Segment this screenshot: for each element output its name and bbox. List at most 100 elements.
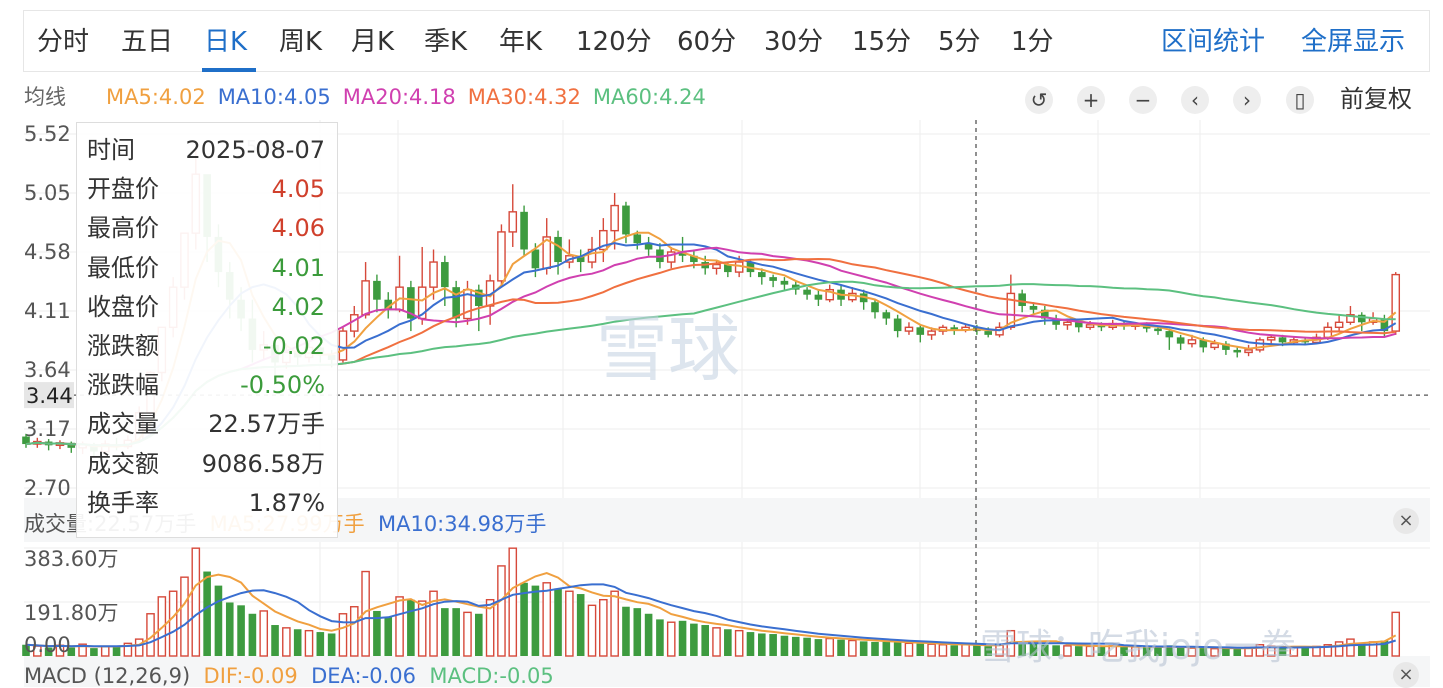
tab-0[interactable]: 分时	[37, 27, 90, 57]
close-macd-icon[interactable]: ×	[1393, 662, 1419, 688]
tooltip-value: 4.05	[271, 175, 325, 204]
tooltip-key: 最高价	[87, 214, 159, 243]
volume-bar	[1154, 647, 1162, 656]
candle-body	[429, 261, 438, 288]
tab-4[interactable]: 月K	[351, 27, 395, 57]
volume-bar	[1199, 647, 1208, 656]
scroll-left-icon[interactable]: ‹	[1181, 86, 1209, 114]
volume-bar	[1063, 645, 1072, 657]
candle-body	[1278, 337, 1287, 343]
candle-body	[656, 249, 664, 263]
candle-body	[1165, 331, 1174, 338]
candle-body	[916, 327, 925, 335]
volume-bar	[938, 644, 948, 657]
volume-bar	[417, 600, 427, 657]
candle-body	[690, 255, 698, 263]
candle-body	[803, 289, 811, 295]
volume-bar	[316, 632, 325, 656]
zoom-in-icon[interactable]: +	[1077, 86, 1105, 114]
candle-body	[1255, 339, 1265, 351]
volume-bar	[214, 585, 223, 656]
tooltip-value: -0.50%	[240, 371, 325, 400]
range-stats-button[interactable]: 区间统计	[1161, 27, 1266, 57]
volume-bar	[1222, 648, 1230, 656]
scroll-right-icon[interactable]: ›	[1233, 86, 1261, 114]
tab-11[interactable]: 5分	[938, 27, 981, 57]
candle-body	[814, 294, 823, 300]
volume-bar	[859, 641, 868, 656]
candle-style-icon[interactable]: ▯	[1286, 86, 1314, 114]
tooltip-value: 4.02	[271, 292, 325, 321]
volume-bar	[1380, 640, 1389, 656]
close-volume-icon[interactable]: ×	[1393, 508, 1419, 534]
watermark-main: 雪球	[596, 307, 741, 391]
volume-bar	[497, 565, 506, 657]
candle-body	[1176, 337, 1185, 344]
volume-bar	[1357, 643, 1366, 656]
volume-bar	[599, 598, 608, 657]
tooltip-row: 涨跌额 -0.02	[87, 329, 325, 363]
tooltip-value: -0.02	[262, 332, 325, 360]
volume-bar	[814, 639, 823, 656]
candle-body	[22, 436, 30, 445]
tooltip-key: 成交量	[87, 410, 159, 439]
tooltip-row: 成交量 22.57万手	[87, 407, 325, 441]
volume-bar	[282, 627, 291, 657]
candle-body	[724, 264, 732, 273]
volume-tick-label: 383.60万	[24, 547, 118, 571]
adjust-mode-select[interactable]: 前复权	[1340, 85, 1412, 113]
volume-bar	[587, 604, 597, 657]
ma-legend-item-4: MA60:4.24	[592, 85, 706, 109]
volume-bar	[1255, 644, 1265, 657]
candle-body	[338, 330, 348, 361]
candle-body	[1391, 273, 1401, 332]
tooltip-key: 换手率	[87, 488, 159, 517]
volume-bar	[769, 634, 777, 656]
macd-legend-label: MACD (12,26,9)	[24, 664, 191, 688]
candle-body	[599, 229, 608, 251]
tab-6[interactable]: 年K	[499, 27, 543, 57]
tab-12[interactable]: 1分	[1011, 27, 1054, 57]
candle-body	[758, 272, 766, 278]
volume-bar	[825, 637, 835, 657]
price-tick-label: 4.58	[24, 240, 71, 264]
volume-bar	[565, 590, 574, 657]
crosshair-price-badge	[24, 382, 74, 409]
tab-5[interactable]: 季K	[424, 27, 468, 57]
candle-body	[1187, 339, 1197, 345]
volume-bar	[656, 619, 664, 656]
fullscreen-button[interactable]: 全屏显示	[1301, 27, 1406, 57]
tab-3[interactable]: 周K	[279, 27, 323, 57]
volume-bar	[373, 610, 381, 656]
volume-tick-label: 0.00	[24, 633, 71, 657]
candle-body	[1018, 293, 1026, 306]
volume-bar	[633, 608, 642, 656]
reset-icon[interactable]: ↺	[1025, 86, 1053, 114]
volume-bar	[112, 646, 121, 656]
candle-body	[407, 287, 415, 319]
volume-bar	[712, 627, 721, 657]
tab-1[interactable]: 五日	[121, 27, 174, 57]
candle-body	[904, 326, 914, 332]
zoom-out-icon[interactable]: −	[1129, 86, 1157, 114]
volume-bar	[327, 633, 336, 656]
tab-7[interactable]: 120分	[576, 27, 652, 57]
volume-bar	[531, 585, 540, 656]
tab-8[interactable]: 60分	[677, 27, 737, 57]
candle-body	[871, 302, 879, 313]
candle-body	[1210, 342, 1219, 349]
tab-9[interactable]: 30分	[764, 27, 824, 57]
candle-body	[384, 299, 393, 310]
volume-bar	[950, 645, 959, 656]
candle-body	[1357, 314, 1366, 323]
candle-body	[497, 231, 506, 282]
candle-body	[531, 249, 540, 269]
candle-body	[610, 204, 619, 232]
tab-2[interactable]: 日K	[204, 27, 248, 57]
candle-body	[780, 280, 789, 285]
candle-body	[893, 318, 902, 332]
candle-body	[984, 331, 992, 335]
tooltip-row: 收盘价 4.02	[87, 290, 325, 324]
tab-10[interactable]: 15分	[852, 27, 912, 57]
candle-body	[1085, 324, 1095, 329]
